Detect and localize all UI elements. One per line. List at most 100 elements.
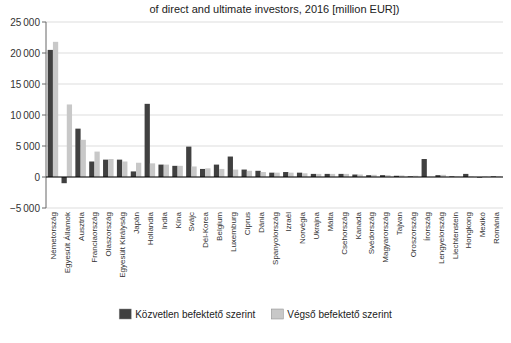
bar [67,104,72,177]
bar [219,169,224,177]
category-label: Németország [49,212,58,260]
tick-mark [42,146,46,147]
bar [75,129,80,177]
category-label: Svédország [367,212,376,254]
bar [228,157,233,177]
tick-label: 20 000 [10,48,40,59]
bar [145,104,150,177]
category-label: Belgium [215,212,224,241]
bar [191,166,196,177]
category-label: Ausztria [77,211,86,240]
bar [269,173,274,177]
legend-label: Végső befektető szerint [287,309,392,320]
category-label: Ukrajna [312,211,321,239]
bar [186,147,191,177]
category-label: Kanada [354,211,363,239]
bar [103,160,108,177]
category-label: Egyesült Államok [63,211,72,273]
bar [302,173,307,177]
category-label: Románia [492,211,501,244]
category-label: Liechtenstein [451,212,460,259]
legend-swatch [271,309,283,319]
category-label: Norvégia [298,211,307,244]
category-label: Magyarország [381,212,390,263]
bar [172,166,177,177]
bar [205,168,210,177]
tick-mark [42,53,46,54]
tick-mark [42,22,46,23]
bar [200,169,205,177]
title: of direct and ultimate investors, 2016 [… [149,3,399,15]
bar [214,165,219,177]
category-label: Tajvan [395,212,404,235]
bar [233,170,238,177]
category-label: India [160,211,169,229]
category-label: Málta [326,211,335,231]
tick-mark [42,115,46,116]
category-label: Csehország [340,212,349,255]
category-label: Mexikó [478,211,487,237]
grid-line [46,84,503,85]
legend-swatch [119,309,131,319]
bar [89,162,94,178]
legend-label: Közvetlen befektető szerint [135,309,255,320]
tick-mark [42,84,46,85]
legend: Közvetlen befektető szerint Végső befekte… [119,309,392,320]
grid-line [46,53,503,54]
bar [94,152,99,177]
tick-label: 5 000 [16,141,41,152]
bar [81,140,86,177]
category-label: Írország [423,212,432,241]
bar [422,159,427,177]
category-label: Hongkong [464,212,473,248]
bar [178,166,183,177]
grid [46,22,503,208]
grid-line [46,115,503,116]
tick-mark [42,177,46,178]
bar [122,162,127,178]
category-label: Svájc [187,212,196,232]
bar [255,171,260,177]
category-label: Dánia [257,211,266,232]
tick-label: 15 000 [10,79,40,90]
grid-line [46,146,503,147]
category-label: Egyesült Királyság [118,212,127,278]
category-label: Kína [174,211,183,228]
bar [53,42,58,177]
bar [242,170,247,177]
category-label: Hollandia [146,211,155,245]
category-label: Spanyolország [271,212,280,265]
category-label: Ciprus [243,212,252,235]
bar [48,50,53,177]
bar [297,173,302,177]
bar [164,165,169,177]
bar [247,171,252,177]
y-axis [46,22,47,208]
tick-label: 0 [34,172,40,183]
chart: of direct and ultimate investors, 2016 [… [0,0,511,343]
bar [261,172,266,177]
bar [288,173,293,177]
bar [136,163,141,177]
grid-line [46,208,503,209]
bar [158,165,163,177]
category-label: Luxemburg [229,212,238,252]
category-label: Lengyelország [437,212,446,264]
category-label: Franciaország [90,212,99,263]
category-label: Dél-Korea [201,211,210,248]
bar [108,159,113,177]
tick-label: 10 000 [10,110,40,121]
category-label: Oroszország [409,212,418,257]
bars [48,42,502,183]
grid-line [46,177,503,178]
bar [62,177,67,183]
bar [150,163,155,177]
tick-label: 25 000 [10,17,40,28]
bar [117,160,122,177]
category-label: Olaszország [104,212,113,256]
bar [283,172,288,177]
tick-mark [42,208,46,209]
zero-line [46,177,503,178]
bar [131,171,136,177]
tick-label: −5 000 [10,203,41,214]
